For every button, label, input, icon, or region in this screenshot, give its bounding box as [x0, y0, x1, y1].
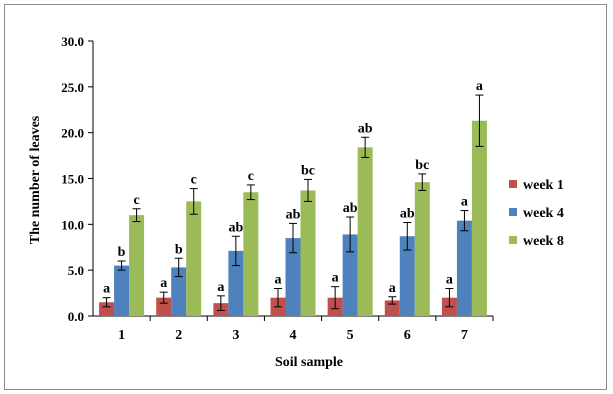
significance-label: a	[332, 271, 339, 286]
y-tick-label: 0.0	[68, 309, 84, 324]
legend-label: week 1	[523, 178, 564, 193]
bar	[186, 201, 202, 316]
significance-label: a	[160, 276, 167, 291]
significance-label: ab	[228, 220, 243, 235]
legend-label: week 8	[523, 234, 564, 249]
y-tick-label: 20.0	[61, 126, 84, 141]
bar	[399, 236, 415, 316]
bar	[300, 190, 316, 316]
significance-label: a	[275, 273, 282, 288]
bar	[243, 192, 259, 316]
y-tick-label: 30.0	[61, 34, 84, 49]
significance-label: a	[217, 280, 224, 295]
bar	[156, 297, 172, 316]
significance-label: ab	[343, 201, 358, 216]
y-tick-label: 10.0	[61, 217, 84, 232]
x-axis-label: Soil sample	[275, 355, 343, 370]
x-tick-label: 1	[118, 328, 125, 343]
x-tick-label: 5	[347, 328, 354, 343]
y-tick-label: 15.0	[61, 172, 84, 187]
significance-label: c	[191, 173, 197, 188]
significance-label: b	[118, 245, 126, 260]
x-tick-label: 7	[461, 328, 468, 343]
bar	[129, 215, 145, 316]
x-tick-label: 4	[290, 328, 297, 343]
significance-label: a	[446, 273, 453, 288]
legend-label: week 4	[523, 206, 564, 221]
legend-swatch	[509, 236, 517, 244]
bar	[414, 182, 430, 316]
significance-label: bc	[415, 158, 429, 173]
significance-label: ab	[358, 121, 373, 136]
legend-swatch	[509, 208, 517, 216]
significance-label: c	[133, 193, 139, 208]
y-tick-label: 25.0	[61, 80, 84, 95]
significance-label: ab	[400, 207, 415, 222]
significance-label: bc	[301, 163, 315, 178]
significance-label: b	[175, 242, 183, 257]
bar	[99, 302, 115, 316]
bar	[342, 234, 358, 316]
bar	[228, 250, 244, 316]
significance-label: c	[248, 169, 254, 184]
x-tick-label: 3	[232, 328, 239, 343]
significance-label: a	[103, 282, 110, 297]
bar	[171, 267, 187, 316]
x-tick-label: 6	[404, 328, 411, 343]
bar	[357, 147, 373, 316]
x-tick-label: 2	[175, 328, 182, 343]
significance-label: a	[461, 195, 468, 210]
bar	[471, 120, 487, 316]
significance-label: a	[389, 281, 396, 296]
legend-swatch	[509, 180, 517, 188]
legend: week 1 week 4 week 8	[509, 178, 564, 249]
y-tick-label: 5.0	[68, 263, 84, 278]
y-axis-label: The number of leaves	[28, 115, 43, 244]
bar	[456, 220, 472, 316]
bar	[285, 238, 301, 316]
significance-label: a	[476, 79, 483, 94]
significance-label: ab	[286, 207, 301, 222]
bar	[114, 265, 130, 316]
